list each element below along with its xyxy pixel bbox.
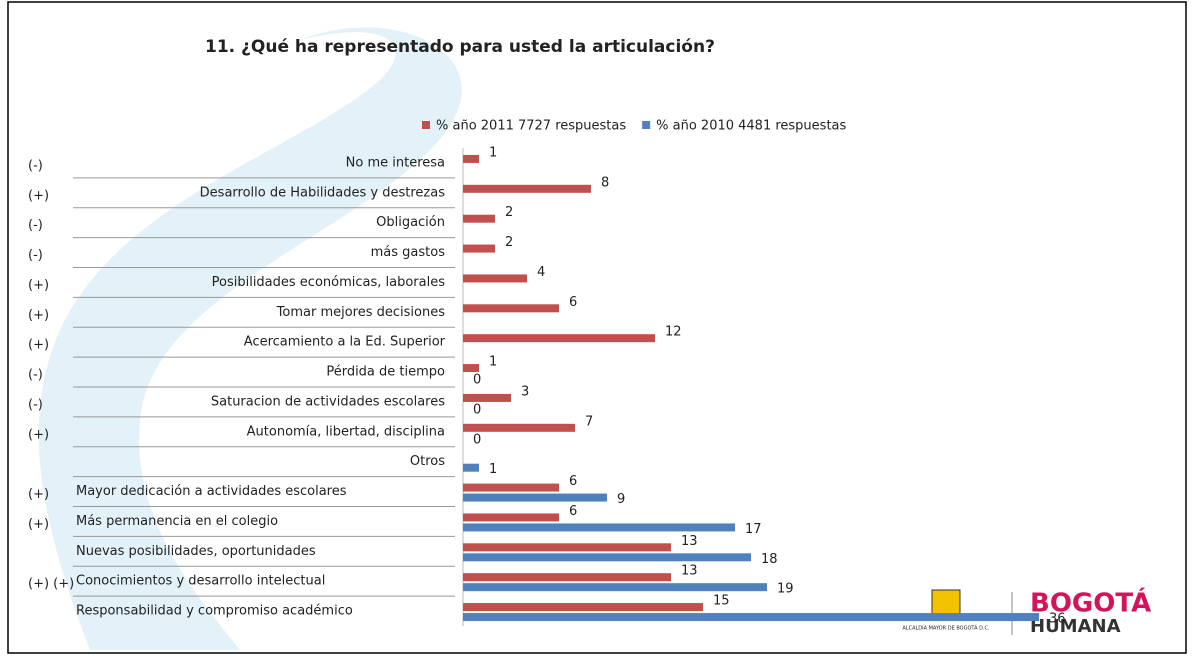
bar — [463, 394, 511, 402]
category-label: Tomar mejores decisiones — [276, 305, 446, 320]
bar — [463, 464, 479, 472]
category-label: Mayor dedicación a actividades escolares — [76, 484, 347, 499]
category-label: Responsabilidad y compromiso académico — [76, 604, 353, 619]
sign-label: (+) — [28, 308, 49, 323]
category-label: Obligación — [376, 215, 445, 230]
bar — [463, 523, 735, 531]
bar — [463, 484, 559, 492]
category-label: Acercamiento a la Ed. Superior — [244, 335, 446, 350]
value-label: 7 — [585, 414, 593, 429]
bar — [463, 155, 479, 163]
category-label: Posibilidades económicas, laborales — [212, 275, 446, 290]
sign-label: (-) — [28, 218, 43, 233]
value-label: 13 — [681, 564, 698, 579]
value-label: 19 — [777, 582, 794, 597]
category-label: Desarrollo de Habilidades y destrezas — [200, 185, 446, 200]
bar — [463, 185, 591, 193]
bar — [463, 334, 655, 342]
value-label: 9 — [617, 492, 625, 507]
value-label: 15 — [713, 594, 730, 609]
bar — [463, 494, 607, 502]
value-label: 17 — [745, 522, 762, 537]
bar — [463, 245, 495, 253]
sign-label: (+) — [28, 517, 49, 532]
legend-swatch — [642, 121, 650, 129]
category-label: Más permanencia en el colegio — [76, 514, 278, 529]
value-label: 1 — [489, 462, 497, 477]
sign-label: (+) — [28, 338, 49, 353]
value-label: 6 — [569, 295, 577, 310]
logo-shield — [932, 590, 960, 614]
category-label: Pérdida de tiempo — [326, 365, 445, 380]
value-label: 3 — [521, 384, 529, 399]
value-label: 0 — [473, 373, 481, 388]
logo-brand-bottom: HUMANA — [1030, 616, 1121, 637]
category-label: Conocimientos y desarrollo intelectual — [76, 574, 325, 589]
value-label: 4 — [537, 265, 545, 280]
sign-label: (+) — [28, 278, 49, 293]
slide: 11. ¿Qué ha representado para usted la a… — [0, 0, 1194, 655]
legend-label: % año 2010 4481 respuestas — [656, 119, 846, 134]
value-label: 1 — [489, 145, 497, 160]
bar — [463, 274, 527, 282]
sign-label: (+) — [28, 427, 49, 442]
sign-label: (-) — [28, 248, 43, 263]
legend-swatch — [422, 121, 430, 129]
sign-label: (+) — [28, 487, 49, 502]
category-label: Otros — [410, 454, 445, 469]
sign-label: (-) — [28, 158, 43, 173]
value-label: 18 — [761, 552, 778, 567]
sign-label: (+) — [28, 188, 49, 203]
value-label: 0 — [473, 402, 481, 417]
bar — [463, 424, 575, 432]
value-label: 6 — [569, 504, 577, 519]
bar — [463, 215, 495, 223]
bar — [463, 364, 479, 372]
bar — [463, 304, 559, 312]
category-label: No me interesa — [346, 155, 445, 170]
value-label: 0 — [473, 432, 481, 447]
value-label: 13 — [681, 534, 698, 549]
category-label: Nuevas posibilidades, oportunidades — [76, 544, 316, 559]
bar — [463, 603, 703, 611]
bar — [463, 553, 751, 561]
sign-label: (-) — [28, 397, 43, 412]
value-label: 8 — [601, 175, 609, 190]
category-label: Saturacion de actividades escolares — [211, 394, 445, 409]
value-label: 1 — [489, 355, 497, 370]
value-label: 36 — [1049, 612, 1066, 627]
bar — [463, 583, 767, 591]
category-label: más gastos — [371, 245, 446, 260]
bar — [463, 543, 671, 551]
value-label: 2 — [505, 205, 513, 220]
chart-title: 11. ¿Qué ha representado para usted la a… — [205, 37, 715, 57]
bar — [463, 513, 559, 521]
value-label: 12 — [665, 325, 682, 340]
logo-entity: ALCALDÍA MAYOR DE BOGOTÁ D.C. — [902, 625, 990, 632]
sign-label: (-) — [28, 368, 43, 383]
value-label: 2 — [505, 235, 513, 250]
sign-label: (+) (+) — [28, 577, 74, 592]
bar — [463, 573, 671, 581]
value-label: 6 — [569, 474, 577, 489]
legend-label: % año 2011 7727 respuestas — [436, 119, 626, 134]
bar — [463, 613, 1039, 621]
category-label: Autonomía, libertad, disciplina — [247, 424, 445, 439]
